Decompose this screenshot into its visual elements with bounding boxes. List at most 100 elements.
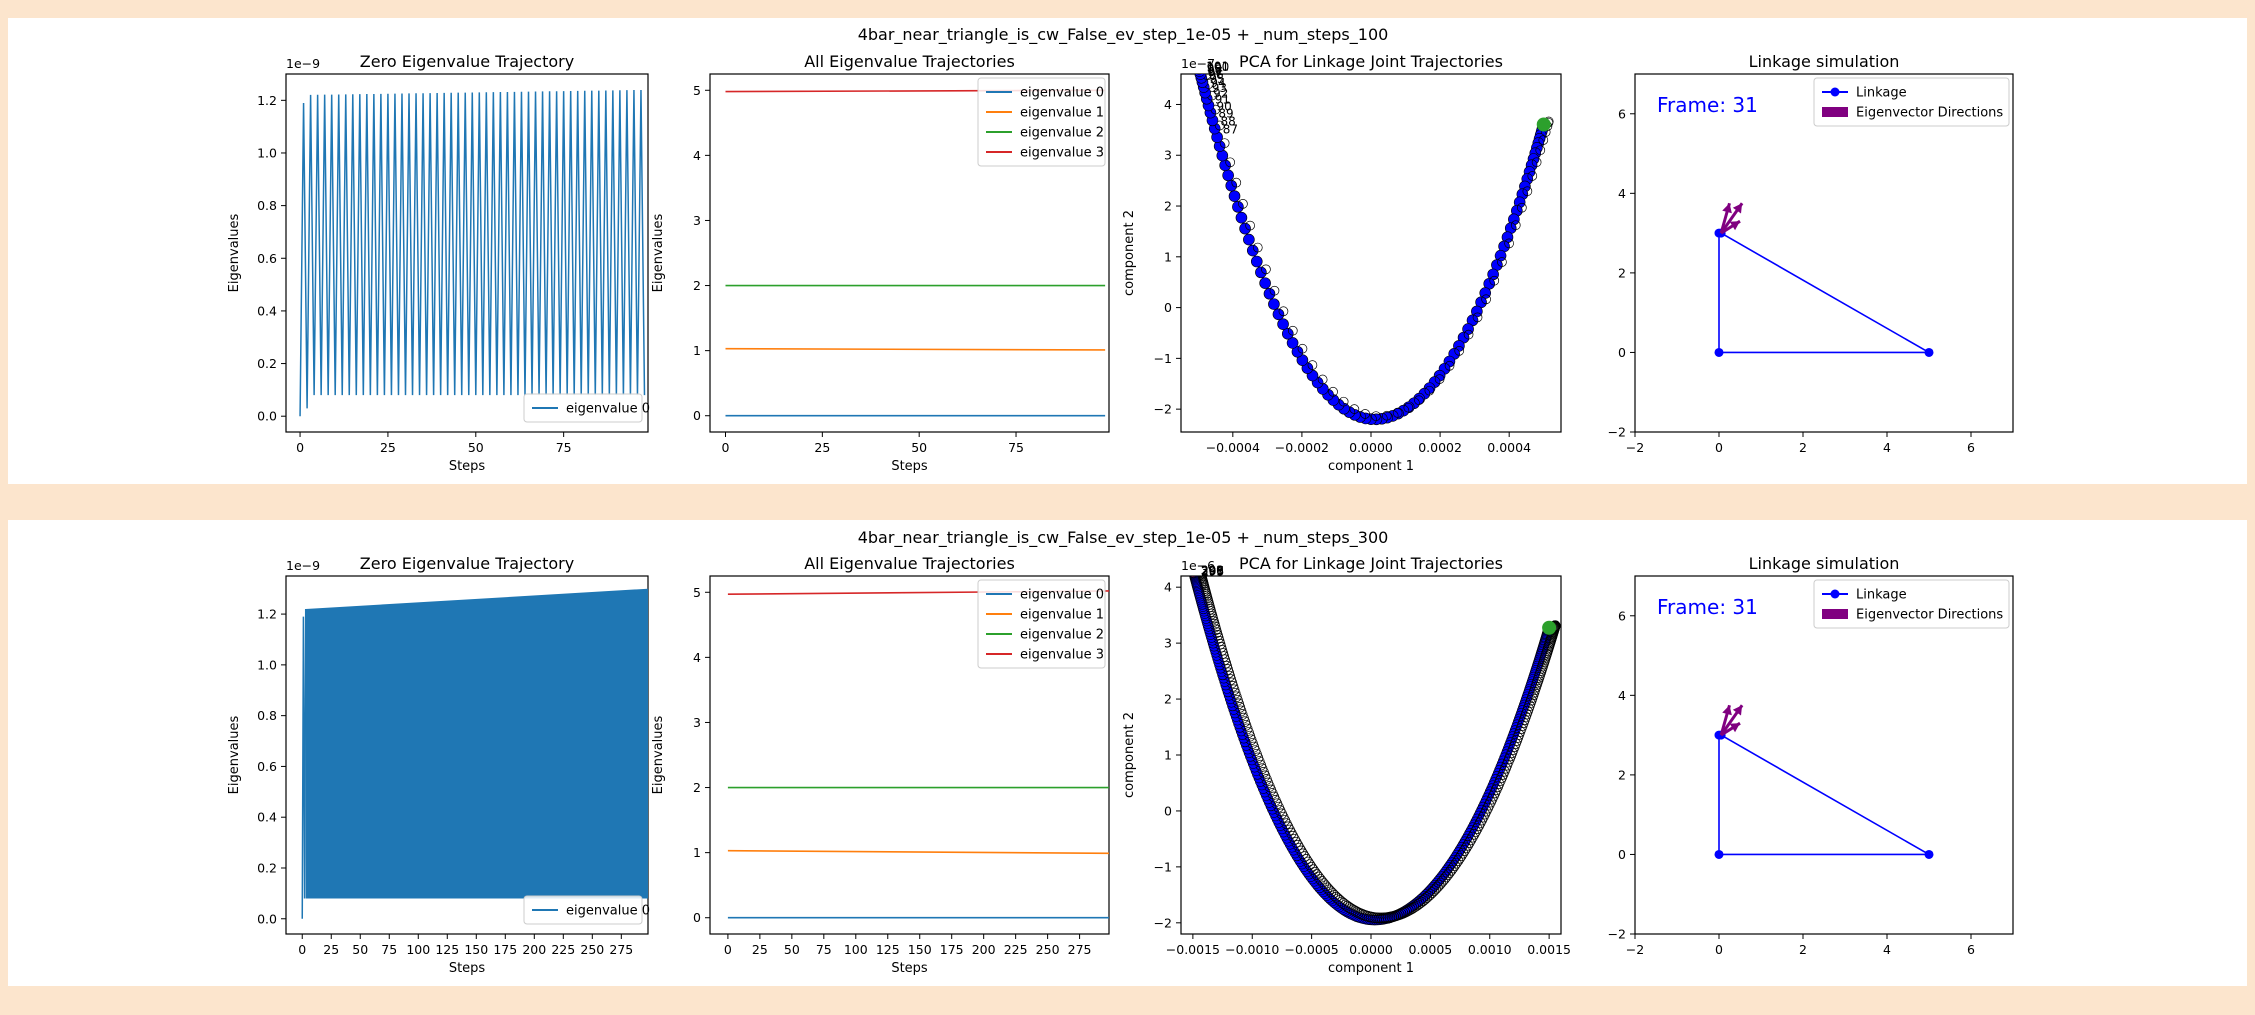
pca-point-label: 98 bbox=[1207, 63, 1222, 77]
pca-point-ring bbox=[1196, 576, 1204, 578]
zero-ev-ytick-label: 0.0 bbox=[257, 409, 277, 424]
pca-point-ring bbox=[1489, 275, 1500, 286]
clipped-group bbox=[1714, 202, 1934, 357]
pca-xtick-label: −0.0005 bbox=[1285, 942, 1339, 957]
all-ev-ytick-label: 3 bbox=[693, 213, 701, 228]
eigenvector-arrow-head bbox=[1729, 723, 1740, 733]
all-ev-ytick-label: 5 bbox=[693, 83, 701, 98]
pca-point bbox=[1228, 190, 1241, 202]
pca-xtick-label: −0.0010 bbox=[1225, 942, 1279, 957]
zero-ev-ytick-label: 0.6 bbox=[257, 251, 277, 266]
pca-point-ring bbox=[1460, 842, 1472, 854]
linkage-frame bbox=[1634, 73, 2014, 433]
zero-ev-ylabel: Eigenvalues bbox=[227, 213, 242, 292]
pca-offset: 1e−7 bbox=[1181, 56, 1215, 71]
pca-xtick-label: 0.0015 bbox=[1527, 942, 1571, 957]
pca-point bbox=[1281, 327, 1294, 340]
pca-xtick-label: 0.0000 bbox=[1349, 942, 1393, 957]
eigenvector-arrow-head bbox=[1722, 705, 1732, 716]
all-ev-ytick-label: 1 bbox=[693, 343, 701, 358]
zero-ev-xtick-label: 125 bbox=[435, 942, 459, 957]
all-ev-ytick-label: 4 bbox=[693, 148, 701, 163]
zero-ev-series-band bbox=[305, 588, 648, 899]
pca-point bbox=[1232, 201, 1244, 213]
zero-ev-ytick-label: 0.0 bbox=[257, 911, 277, 926]
pca-point-label: 295 bbox=[1201, 565, 1224, 579]
all-ev-xtick-label: 75 bbox=[816, 942, 832, 957]
all-ev-xlabel: Steps bbox=[891, 961, 928, 976]
pca-ytick-label: −2 bbox=[1154, 915, 1172, 930]
row-0: 4bar_near_triangle_is_cw_False_ev_step_1… bbox=[8, 18, 2247, 484]
eigenvector-arrow-head bbox=[1732, 203, 1743, 214]
pca-point-ring bbox=[1225, 157, 1236, 168]
linkage-xtick-label: 4 bbox=[1883, 440, 1891, 455]
linkage-xtick-label: 6 bbox=[1967, 440, 1975, 455]
pca-point-label: 100 bbox=[1206, 60, 1229, 74]
pca-point-ring bbox=[1535, 145, 1546, 156]
linkage-xtick-label: 0 bbox=[1715, 942, 1723, 957]
all-ev-xtick-label: 25 bbox=[752, 942, 768, 957]
linkage-legend-patch bbox=[1822, 107, 1848, 117]
zero-ev-ytick-label: 0.2 bbox=[257, 356, 277, 371]
all-ev-xtick-label: 100 bbox=[844, 942, 868, 957]
pca-ylabel: component 2 bbox=[1122, 210, 1137, 296]
zero-ev-xtick-label: 200 bbox=[522, 942, 546, 957]
pca-ytick-label: 2 bbox=[1164, 692, 1172, 707]
linkage-xtick-label: −2 bbox=[1626, 440, 1644, 455]
pca-point-ring bbox=[1463, 837, 1475, 848]
pca-xtick-label: 0.0005 bbox=[1409, 942, 1453, 957]
pca-ytick-label: 0 bbox=[1164, 803, 1172, 818]
all-ev-xtick-label: 75 bbox=[1008, 440, 1024, 455]
linkage-joint bbox=[1924, 849, 1934, 859]
pca-start-point bbox=[1536, 117, 1551, 132]
pca-point-ring bbox=[1317, 374, 1328, 385]
eigenvector-arrow-head bbox=[1722, 203, 1732, 214]
pca-point bbox=[1250, 255, 1263, 268]
pca-point-ring bbox=[1195, 576, 1206, 581]
zero-ev-ytick-label: 0.8 bbox=[257, 708, 277, 723]
zero-ev-ytick-label: 1.2 bbox=[257, 93, 277, 108]
all-ev-xtick-label: 150 bbox=[908, 942, 932, 957]
figure-title: 4bar_near_triangle_is_cw_False_ev_step_1… bbox=[858, 528, 1389, 548]
pca-point-ring bbox=[1197, 576, 1203, 577]
pca-xtick-label: −0.0015 bbox=[1166, 942, 1220, 957]
all-ev-legend-label: eigenvalue 1 bbox=[1020, 106, 1104, 121]
pca-point-label: 296 bbox=[1201, 564, 1224, 578]
pca-point bbox=[1259, 277, 1271, 289]
pca-point-ring bbox=[1467, 831, 1478, 843]
pca-title: PCA for Linkage Joint Trajectories bbox=[1239, 554, 1503, 573]
linkage-legend-label: Linkage bbox=[1856, 588, 1907, 603]
pca-point-ring bbox=[1219, 138, 1230, 149]
all-ev-xtick-label: 250 bbox=[1036, 942, 1060, 957]
pca-point-ring bbox=[1424, 385, 1435, 396]
all-ev-xtick-label: 50 bbox=[911, 440, 927, 455]
all-ev-xtick-label: 225 bbox=[1004, 942, 1028, 957]
pca-point bbox=[1277, 318, 1289, 330]
pca-point-ring bbox=[1473, 820, 1485, 832]
pca-point-ring bbox=[1504, 238, 1514, 249]
pca-point-label: 94 bbox=[1210, 76, 1225, 90]
zero-ev-xtick-label: 100 bbox=[406, 942, 430, 957]
zero-ev-title: Zero Eigenvalue Trajectory bbox=[360, 52, 574, 71]
pca-point-label: 97 bbox=[1208, 65, 1223, 79]
figure-title: 4bar_near_triangle_is_cw_False_ev_step_1… bbox=[858, 25, 1389, 45]
zero-ev-xtick-label: 25 bbox=[323, 942, 339, 957]
pca-point bbox=[1286, 337, 1299, 349]
pca-point-ring bbox=[1462, 839, 1474, 851]
pca-point-label: 300 bbox=[1201, 563, 1224, 577]
pca-ytick-label: −1 bbox=[1154, 351, 1172, 366]
pca-point-ring bbox=[1360, 409, 1371, 419]
all-ev-ylabel: Eigenvalues bbox=[651, 213, 666, 292]
linkage-ytick-label: 6 bbox=[1618, 608, 1626, 623]
pca-ytick-label: 3 bbox=[1164, 636, 1172, 651]
zero-ev-xtick-label: 50 bbox=[468, 440, 484, 455]
all-ev-legend-box bbox=[977, 579, 1106, 669]
zero-ev-legend-label: eigenvalue 0 bbox=[566, 402, 650, 417]
zero-ev-xlabel: Steps bbox=[449, 459, 486, 474]
zero-ev-xtick-label: 25 bbox=[380, 440, 396, 455]
linkage-frame bbox=[1634, 575, 2014, 935]
pca-point-ring bbox=[1527, 171, 1538, 181]
pca-xtick-label: 0.0004 bbox=[1487, 440, 1531, 455]
pca-point bbox=[1196, 74, 1202, 75]
